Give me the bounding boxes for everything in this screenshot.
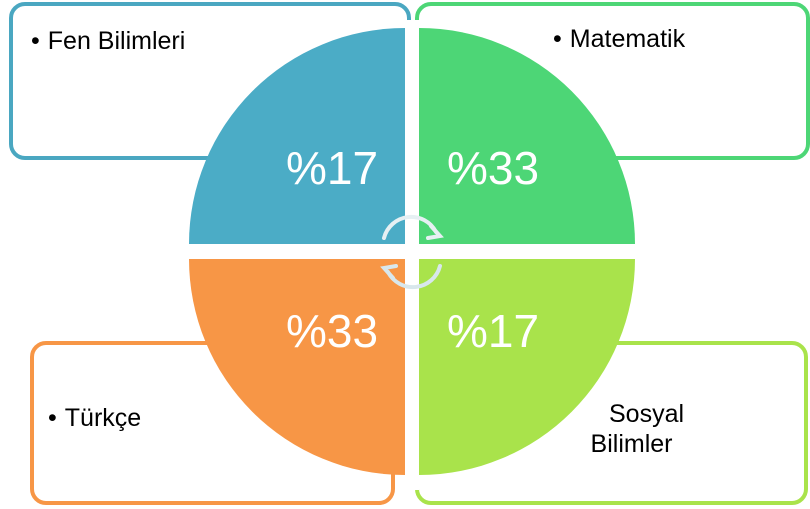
label-fen-bilimleri: • Fen Bilimleri: [31, 27, 186, 55]
value-bottom-left: %33: [286, 305, 378, 357]
quadrant-top-left: [189, 28, 405, 244]
value-top-right: %33: [447, 142, 539, 194]
quadrant-bottom-left: [189, 259, 405, 475]
label-turkce: • Türkçe: [48, 404, 142, 432]
label-matematik: • Matematik: [553, 25, 686, 53]
label-sosyal-bilimler: Sosyal Bilimler: [590, 400, 685, 458]
quadrant-top-right: [419, 28, 635, 244]
value-bottom-right: %17: [447, 305, 539, 357]
cycle-arrows-icon: [380, 214, 444, 290]
divider-horizontal: [180, 244, 645, 259]
value-top-left: %17: [286, 142, 378, 194]
quadrant-bottom-right: [419, 259, 635, 475]
